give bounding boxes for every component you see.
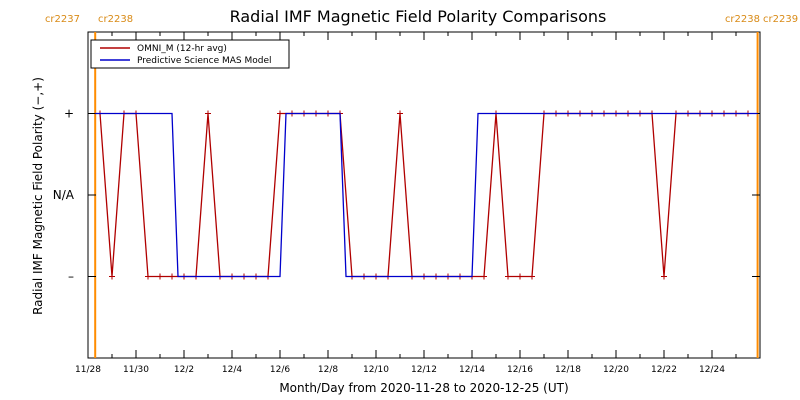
x-tick-label: 12/14 bbox=[459, 365, 485, 375]
data-point bbox=[661, 273, 667, 280]
data-point bbox=[505, 273, 511, 280]
legend-label-omni: OMNI_M (12-hr avg) bbox=[137, 44, 227, 54]
legend-box bbox=[90, 39, 290, 69]
x-tick-label: 12/2 bbox=[174, 365, 194, 375]
data-point bbox=[529, 273, 535, 280]
series-line-0 bbox=[99, 112, 748, 278]
data-point bbox=[517, 273, 523, 280]
y-tick-label: – bbox=[68, 270, 74, 284]
x-tick-label: 12/6 bbox=[270, 365, 290, 375]
y-tick-label: + bbox=[64, 107, 74, 121]
data-point bbox=[169, 273, 175, 280]
cr-label-right-2: cr2239 bbox=[763, 14, 798, 25]
data-point bbox=[109, 273, 115, 280]
data-point bbox=[277, 110, 283, 117]
y-axis-label: Radial IMF Magnetic Field Polarity (−,+) bbox=[31, 77, 45, 315]
x-tick-label: 12/10 bbox=[363, 365, 389, 375]
data-point bbox=[145, 273, 151, 280]
y-tick-label: N/A bbox=[53, 188, 75, 202]
x-tick-label: 11/30 bbox=[123, 365, 149, 375]
x-tick-label: 12/12 bbox=[411, 365, 437, 375]
data-point bbox=[205, 110, 211, 117]
x-tick-label: 12/4 bbox=[222, 365, 242, 375]
series-line-1 bbox=[95, 112, 758, 278]
x-tick-label: 12/16 bbox=[507, 365, 533, 375]
series-layer bbox=[95, 110, 758, 280]
data-point bbox=[397, 110, 403, 117]
y-axis-ticks: + N/A – bbox=[53, 107, 760, 284]
cr-label-left-2: cr2238 bbox=[98, 14, 133, 25]
x-tick-label: 12/8 bbox=[318, 365, 338, 375]
x-tick-label: 12/18 bbox=[555, 365, 581, 375]
plot-frame bbox=[87, 31, 761, 359]
x-axis-ticks: 11/28 11/30 12/2 12/4 12/6 12/8 12/10 12/12 12/1… bbox=[75, 32, 761, 375]
x-axis-label: Month/Day from 2020-11-28 to 2020-12-25 … bbox=[279, 381, 568, 395]
legend-label-model: Predictive Science MAS Model bbox=[137, 56, 272, 66]
data-point bbox=[481, 273, 487, 280]
x-tick-label: 12/22 bbox=[651, 365, 677, 375]
x-tick-label: 12/24 bbox=[699, 365, 725, 375]
cr-label-left-1: cr2237 bbox=[45, 14, 80, 25]
legend: OMNI_M (12-hr avg) Predictive Science MA… bbox=[90, 39, 290, 69]
chart-title: Radial IMF Magnetic Field Polarity Compa… bbox=[230, 7, 607, 26]
cr-label-right-1: cr2238 bbox=[725, 14, 760, 25]
x-tick-label: 12/20 bbox=[603, 365, 629, 375]
data-point bbox=[157, 273, 163, 280]
x-tick-label: 11/28 bbox=[75, 365, 101, 375]
